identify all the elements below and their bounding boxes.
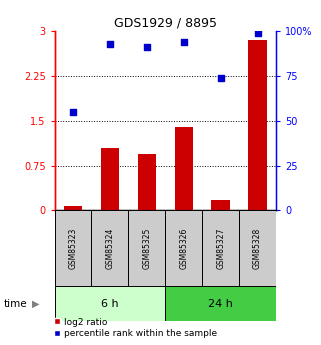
Bar — [55, 286, 165, 321]
Text: GSM85323: GSM85323 — [68, 228, 78, 269]
Bar — [202, 210, 239, 286]
Bar — [101, 148, 119, 210]
Bar — [239, 210, 276, 286]
Title: GDS1929 / 8895: GDS1929 / 8895 — [114, 17, 217, 30]
Point — [181, 39, 187, 45]
Text: GSM85328: GSM85328 — [253, 228, 262, 269]
Point — [71, 109, 76, 115]
Point — [218, 75, 223, 80]
Bar — [175, 127, 193, 210]
Text: GSM85327: GSM85327 — [216, 228, 225, 269]
Legend: log2 ratio, percentile rank within the sample: log2 ratio, percentile rank within the s… — [53, 317, 218, 339]
Point — [255, 30, 260, 36]
Text: ▶: ▶ — [32, 299, 39, 308]
Point — [107, 41, 113, 46]
Text: GSM85324: GSM85324 — [105, 228, 115, 269]
Bar — [165, 210, 202, 286]
Bar — [55, 210, 91, 286]
Text: GSM85325: GSM85325 — [142, 228, 152, 269]
Bar — [212, 200, 230, 210]
Bar — [138, 154, 156, 210]
Point — [144, 45, 150, 50]
Bar — [64, 206, 82, 210]
Bar — [248, 40, 267, 210]
Bar — [128, 210, 165, 286]
Bar — [91, 210, 128, 286]
Bar — [165, 286, 276, 321]
Text: GSM85326: GSM85326 — [179, 228, 188, 269]
Text: time: time — [3, 299, 27, 308]
Text: 6 h: 6 h — [101, 299, 119, 308]
Text: 24 h: 24 h — [208, 299, 233, 308]
